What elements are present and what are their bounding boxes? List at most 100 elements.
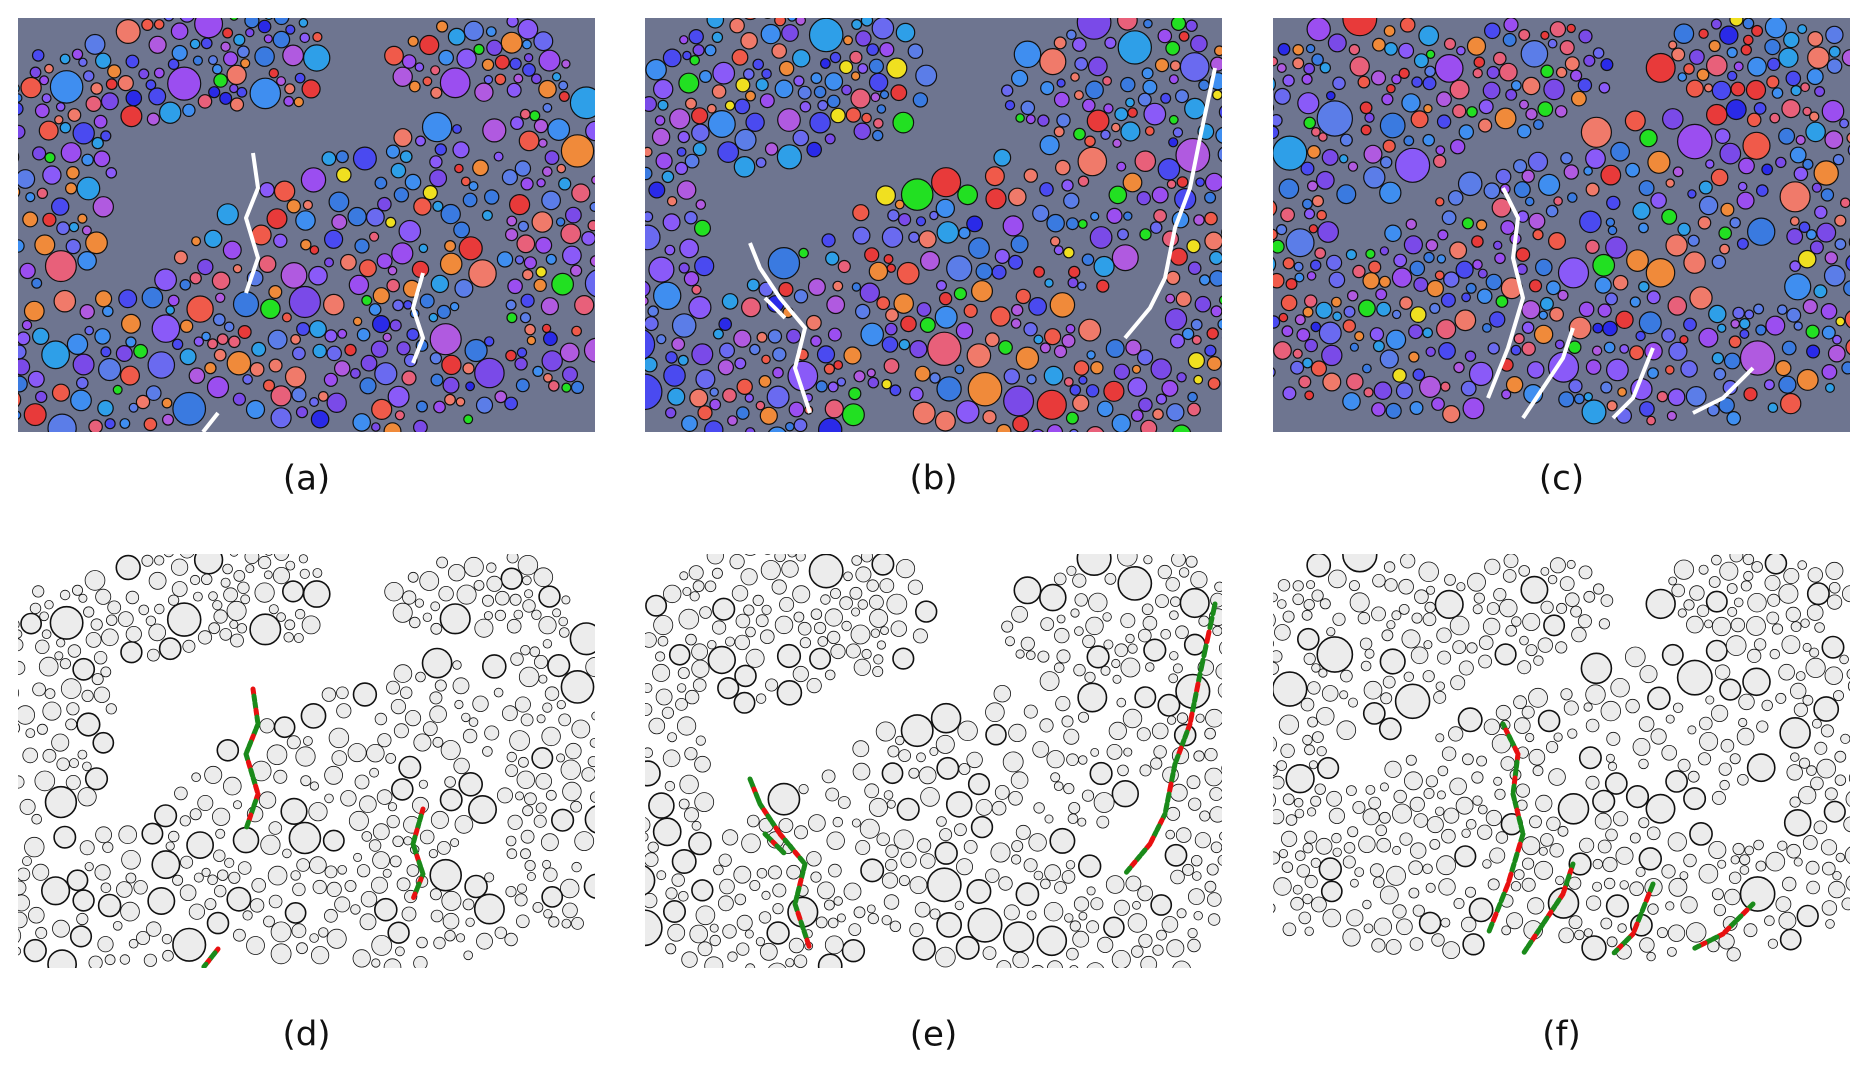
particle: [892, 111, 915, 134]
particle: [1607, 761, 1618, 771]
particle: [713, 864, 724, 876]
particle: [272, 567, 290, 585]
particle: [868, 261, 889, 282]
particle: [604, 223, 617, 236]
particle: [1273, 877, 1292, 896]
particle: [18, 93, 23, 103]
particle: [399, 150, 413, 164]
particle: [1573, 393, 1585, 405]
particle: [393, 128, 413, 148]
particle: [1755, 184, 1769, 197]
particle: [1149, 221, 1163, 234]
particle: [1032, 204, 1050, 222]
particle: [396, 341, 411, 356]
panel-labels: (a) (b) (c)(d) (e) (f): [282, 459, 1584, 1055]
particle: [165, 305, 175, 315]
particle: [955, 858, 973, 876]
particle: [334, 360, 351, 377]
particle: [120, 901, 140, 922]
particle: [1227, 841, 1246, 860]
particle: [1841, 49, 1850, 67]
particle: [1332, 847, 1342, 858]
particle: [41, 629, 52, 639]
particle: [434, 143, 447, 156]
particle: [1179, 587, 1210, 619]
particle: [456, 584, 477, 605]
particle: [434, 679, 447, 692]
particle: [1199, 274, 1211, 286]
particle: [1705, 54, 1728, 77]
particle: [1378, 275, 1392, 288]
particle: [1807, 30, 1824, 47]
particle: [1403, 771, 1423, 791]
particle: [1619, 880, 1629, 890]
particle: [689, 924, 709, 944]
particle: [1348, 43, 1361, 56]
particle: [718, 317, 732, 331]
particle: [514, 893, 528, 907]
particle: [861, 648, 872, 660]
particle: [162, 413, 175, 426]
particle: [270, 921, 292, 943]
particle: [758, 375, 772, 388]
particle: [472, 695, 489, 713]
particle: [1464, 350, 1477, 362]
particle: [299, 32, 311, 44]
particle: [761, 354, 771, 365]
particle: [1435, 733, 1445, 743]
particle: [631, 900, 640, 909]
crack-segment: [1692, 943, 1702, 951]
particle: [1013, 40, 1042, 69]
particle: [767, 426, 787, 432]
particle: [772, 366, 784, 379]
particle: [94, 864, 111, 881]
particle: [929, 908, 941, 920]
particle: [1764, 38, 1781, 56]
particle: [31, 277, 43, 289]
particle: [1064, 913, 1074, 923]
particle: [141, 18, 154, 32]
particle: [439, 603, 471, 635]
particle: [71, 48, 84, 60]
particle: [810, 335, 822, 347]
particle: [416, 936, 428, 949]
particle: [1708, 576, 1721, 588]
particle: [1742, 34, 1754, 46]
particle: [1537, 101, 1554, 117]
particle: [39, 611, 49, 622]
particle: [171, 338, 184, 350]
particle: [1500, 220, 1516, 236]
particle: [1331, 296, 1342, 308]
particle: [1114, 107, 1129, 122]
particle: [283, 95, 295, 107]
particle: [1823, 800, 1846, 823]
particle: [1294, 314, 1306, 326]
particle: [88, 419, 103, 432]
particle: [1278, 178, 1300, 199]
particle: [18, 375, 28, 393]
particle: [1117, 565, 1153, 601]
particle: [1485, 273, 1503, 291]
particle: [1340, 669, 1353, 683]
particle: [893, 293, 915, 314]
particle: [1254, 131, 1264, 141]
particle: [220, 577, 231, 588]
particle: [1256, 862, 1267, 873]
particle: [1699, 731, 1719, 751]
particle: [866, 579, 879, 592]
particle: [326, 928, 347, 949]
particle: [1460, 916, 1477, 933]
particle: [1318, 668, 1328, 678]
particle: [652, 817, 682, 847]
particle: [1604, 772, 1628, 795]
particle: [656, 334, 667, 345]
particle: [1151, 186, 1169, 204]
crack-segment: [1194, 681, 1201, 694]
particle: [1471, 771, 1484, 784]
particle: [1597, 303, 1612, 318]
particle: [1191, 871, 1202, 881]
particle: [232, 392, 246, 406]
particle: [1418, 561, 1439, 582]
particle: [1846, 668, 1850, 680]
particle: [1751, 561, 1763, 573]
